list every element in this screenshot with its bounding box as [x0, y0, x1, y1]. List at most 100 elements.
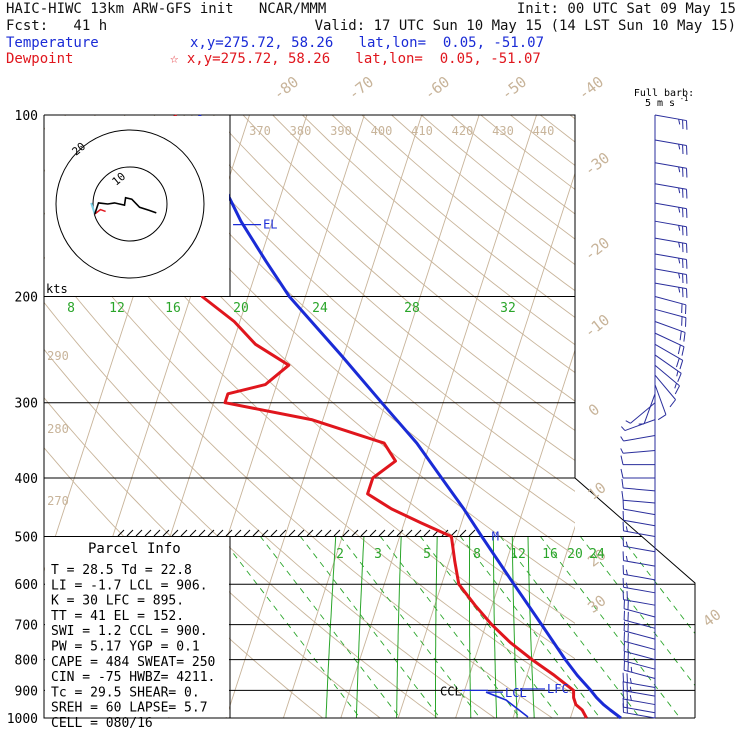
parcel-info-title: Parcel Info: [88, 541, 181, 557]
wind-barb: [623, 621, 656, 640]
wind-barb: [620, 468, 655, 479]
isotherm-label: 40: [699, 605, 724, 630]
wind-barb: [622, 536, 656, 553]
mixing-ratio-label: 24: [589, 547, 605, 562]
dry-adiabat-label: 420: [452, 124, 474, 138]
mixing-ratio-line: [511, 525, 518, 718]
mixing-ratio-line: [355, 525, 365, 718]
moist-adiabat-line: [379, 535, 521, 718]
lfc-marker-label: LFC: [547, 682, 569, 696]
parcel-info-row: Tc = 29.5 SHEAR= 0.: [51, 685, 200, 700]
dry-adiabat-label: 380: [290, 124, 312, 138]
mixing-ratio-label: 12: [510, 547, 526, 562]
hatch-mark: [405, 529, 413, 537]
lcl-marker-label: LCL: [505, 686, 527, 700]
parcel-info-row: PW = 5.17 YGP = 0.1: [51, 640, 200, 655]
pressure-tick-label: 600: [15, 578, 38, 593]
m-marker-label: M: [492, 529, 499, 543]
hatch-mark: [378, 529, 386, 537]
hatch-mark: [117, 529, 125, 537]
mixing-ratio-label: 2: [336, 547, 344, 562]
wind-barb: [654, 220, 688, 236]
mixing-ratio-line: [396, 525, 403, 718]
hatch-mark: [369, 529, 377, 537]
dewpoint-profile: [173, 114, 588, 719]
mixing-ratio-line: [435, 525, 438, 718]
dry-adiabat-line: [123, 115, 575, 524]
pressure-tick-label: 100: [15, 109, 38, 124]
isotherm-label: -50: [498, 73, 530, 104]
isotherm-label: 10: [584, 478, 609, 503]
isotherm-line: [628, 115, 740, 718]
isotherm-label: -80: [270, 73, 302, 104]
wind-barb: [654, 237, 688, 253]
hatch-mark: [324, 529, 332, 537]
isotherm-line: [512, 525, 575, 718]
dry-adiabat-label: 430: [492, 124, 514, 138]
pressure-tick-label: 200: [15, 291, 38, 306]
dry-adiabat-label: 280: [47, 422, 69, 436]
mixing-ratio-label: 5: [423, 547, 431, 562]
hatch-mark: [333, 529, 341, 537]
pressure-tick-label: 1000: [7, 712, 38, 727]
hatch-mark: [252, 529, 260, 537]
temperature-legend-coords: x,y=275.72, 58.26 lat,lon= 0.05, -51.07: [190, 35, 545, 51]
dry-adiabat-line: [242, 115, 575, 402]
parcel-info-panel: Parcel Info T = 28.5 Td = 22.8LI = -1.7 L…: [45, 536, 231, 731]
dry-adiabat-label: 390: [330, 124, 352, 138]
init-time: Init: 00 UTC Sat 09 May 15: [516, 1, 736, 17]
hatch-mark: [450, 529, 458, 537]
isotherm-label: -70: [345, 73, 377, 104]
mixing-ratio-label: 32: [500, 301, 516, 316]
pressure-tick-label: 800: [15, 654, 38, 669]
wind-barb: [620, 448, 656, 454]
hatch-mark: [225, 529, 233, 537]
pressure-tick-label: 400: [15, 472, 38, 487]
el-marker-label: EL: [263, 218, 277, 232]
dry-adiabat-line: [183, 115, 575, 462]
dry-adiabat-line: [44, 256, 553, 718]
wind-barb: [622, 565, 656, 581]
wind-barb: [622, 578, 656, 594]
hodograph-trace-low: [90, 202, 96, 215]
wind-barb: [622, 672, 656, 688]
wind-barb: [654, 268, 688, 284]
hatch-mark: [207, 529, 215, 537]
dry-adiabat-label: 290: [47, 349, 69, 363]
hatch-mark: [162, 529, 170, 537]
hatch-mark: [306, 529, 314, 537]
hatch-mark: [234, 529, 242, 537]
parcel-info-row: TT = 41 EL = 152.: [51, 609, 184, 624]
hatch-mark: [288, 529, 296, 537]
hatch-mark: [297, 529, 305, 537]
chart-frame: [44, 114, 696, 718]
wind-barb: [623, 660, 656, 679]
hatch-mark: [243, 529, 251, 537]
parcel-info-row: SREH = 60 LAPSE= 5.7: [51, 701, 208, 716]
parcel-info-row: K = 30 LFC = 895.: [51, 594, 184, 609]
wind-barb: [654, 296, 687, 315]
wind-barb: [622, 703, 656, 719]
mixing-ratio-label: 24: [312, 301, 328, 316]
isotherm-line: [225, 115, 423, 718]
pressure-tick-label: 700: [15, 619, 38, 634]
isotherm-label: -10: [581, 311, 613, 342]
mixing-ratio-line: [527, 525, 535, 718]
model-title: HAIC-HIWC 13km ARW-GFS init NCAR/MMM: [6, 1, 327, 17]
parcel-info-row: T = 28.5 Td = 22.8: [51, 563, 192, 578]
mixing-ratio-label: 16: [165, 301, 181, 316]
hodograph-ring: [55, 129, 205, 279]
wind-barb: [654, 364, 680, 395]
dry-adiabat-label: 400: [371, 124, 393, 138]
parcel-info-row: SWI = 1.2 CCL = 900.: [51, 624, 208, 639]
barb-legend-line2: 5 m s: [645, 98, 675, 109]
wind-barb: [654, 114, 688, 130]
barb-legend-line1: Full barb:: [634, 88, 694, 99]
hatch-mark: [315, 529, 323, 537]
wind-barb: [623, 651, 656, 670]
dry-adiabat-line: [44, 168, 575, 660]
barb-legend-unit-exponent: -1: [680, 95, 688, 103]
wind-barb-column: [620, 114, 688, 719]
mixing-ratio-label: 28: [404, 301, 420, 316]
